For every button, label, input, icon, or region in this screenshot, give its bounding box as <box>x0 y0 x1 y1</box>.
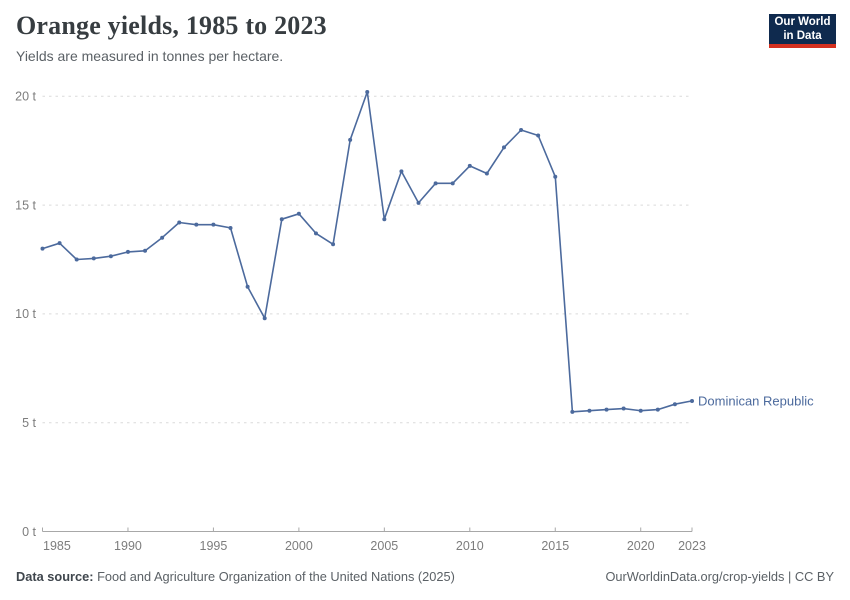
data-point <box>57 241 62 246</box>
data-line <box>41 91 693 413</box>
x-tick-label: 2015 <box>541 539 569 553</box>
line-chart-canvas: 0 t 5 t 10 t 15 t 20 t 1985 1990 1995 2000 2005 20… <box>15 89 814 553</box>
y-tick-label: 0 t <box>22 525 36 539</box>
data-point <box>262 316 267 321</box>
data-point <box>279 217 284 222</box>
x-tick-label: 2010 <box>456 539 484 553</box>
data-point <box>672 402 677 407</box>
data-point <box>365 89 370 94</box>
data-point <box>433 181 438 186</box>
data-point <box>177 220 182 225</box>
data-point <box>484 171 489 176</box>
data-point <box>313 231 318 236</box>
data-point <box>690 398 694 403</box>
x-tick-label: 2020 <box>627 539 655 553</box>
chart-title: Orange yields, 1985 to 2023 <box>16 11 327 40</box>
y-tick-label: 20 t <box>15 90 36 104</box>
owid-logo-line1: Our World <box>774 15 831 28</box>
data-point <box>91 256 96 261</box>
x-tick-label: 1985 <box>43 539 71 553</box>
data-point <box>296 211 301 216</box>
data-point <box>143 248 148 253</box>
chart-subtitle: Yields are measured in tonnes per hectar… <box>16 48 284 64</box>
credit-line: OurWorldinData.org/crop-yields | CC BY <box>605 569 834 584</box>
data-point <box>211 222 216 227</box>
x-tick-label: 1995 <box>200 539 228 553</box>
data-point <box>587 408 592 413</box>
data-point <box>331 242 336 247</box>
data-point <box>348 137 353 142</box>
chart-footer: Data source: Food and Agriculture Organi… <box>16 569 834 584</box>
y-tick-label: 5 t <box>22 416 36 430</box>
data-source-text: Food and Agriculture Organization of the… <box>93 569 455 584</box>
data-point <box>416 200 421 205</box>
data-point <box>501 145 506 150</box>
data-point <box>399 169 404 174</box>
data-point <box>553 174 558 179</box>
data-point <box>160 235 165 240</box>
x-tick-label: 2005 <box>370 539 398 553</box>
data-point <box>570 409 575 414</box>
data-point <box>40 246 45 251</box>
data-point <box>382 217 387 222</box>
data-point <box>125 249 130 254</box>
data-point <box>74 257 79 262</box>
data-point <box>194 222 199 227</box>
data-point <box>638 408 643 413</box>
data-point <box>108 254 113 259</box>
data-point <box>604 407 609 412</box>
x-tick-label: 1990 <box>114 539 142 553</box>
data-point <box>621 406 626 411</box>
data-point <box>467 163 472 168</box>
x-tick-label: 2000 <box>285 539 313 553</box>
owid-logo: Our World in Data <box>769 14 836 48</box>
data-point <box>245 284 250 289</box>
data-point <box>450 181 455 186</box>
data-source: Data source: Food and Agriculture Organi… <box>16 569 455 584</box>
y-tick-label: 15 t <box>15 198 36 212</box>
series-end-label: Dominican Republic <box>698 393 814 408</box>
data-point <box>519 128 524 133</box>
owid-logo-line2: in Data <box>783 30 822 42</box>
data-point <box>655 407 660 412</box>
data-point <box>536 133 541 138</box>
x-tick-label: 2023 <box>678 539 706 553</box>
y-tick-label: 10 t <box>15 307 36 321</box>
data-source-label: Data source: <box>16 569 94 584</box>
data-point <box>228 225 233 230</box>
